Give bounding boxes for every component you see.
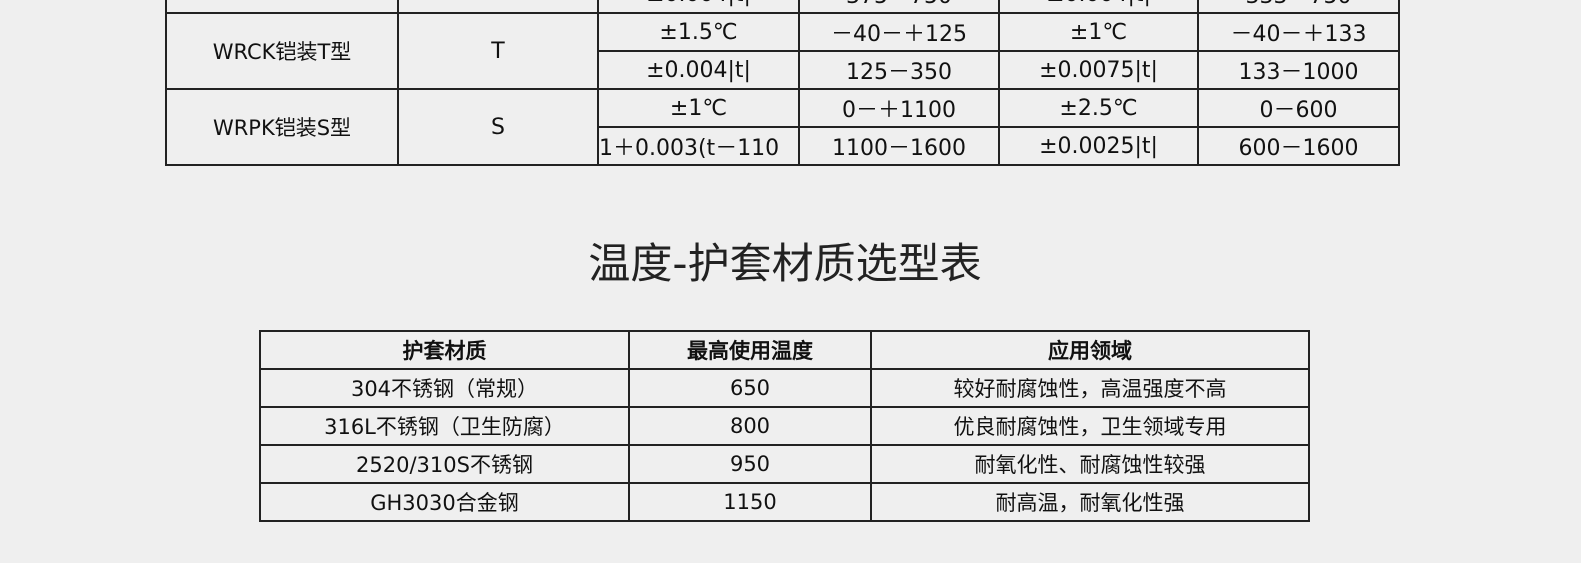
- code-cell: S: [397, 88, 599, 166]
- table-row: WRCK铠装T型 T ±1.5℃ －40－＋125 ±1℃ －40－＋133: [165, 12, 1400, 90]
- max-temp-cell: 650: [628, 368, 872, 408]
- tolerance-cell: ±0.004|t|: [998, 0, 1199, 14]
- material-cell: 2520/310S不锈钢: [259, 444, 630, 484]
- range-cell: 1100－1600: [798, 126, 1000, 166]
- tolerance-cell: ±1℃: [998, 12, 1199, 52]
- table-row: 1＋0.003(t－110 1100－1600 ±0.0025|t| 600－1…: [166, 126, 1400, 166]
- table-row: GH3030合金钢 1150 耐高温，耐氧化性强: [259, 482, 1310, 522]
- type-name-cell: [165, 0, 399, 14]
- tolerance-cell: 1＋0.003(t－110: [597, 126, 800, 166]
- table-row: ±0.004|t| 125－350 ±0.0075|t| 133－1000: [166, 50, 1400, 90]
- tolerance-cell: ±1.5℃: [597, 12, 800, 52]
- table-row: ±0.004|t| 375－750 ±0.004|t| 333－750: [165, 0, 1400, 14]
- range-cell: 133－1000: [1197, 50, 1400, 90]
- tolerance-cell: ±0.0025|t|: [998, 126, 1199, 166]
- section-title: 温度-护套材质选型表: [588, 239, 982, 288]
- table-header-row: 护套材质 最高使用温度 应用领域: [259, 330, 1310, 370]
- material-cell: 304不锈钢（常规）: [259, 368, 630, 408]
- range-cell: 375－750: [798, 0, 1000, 14]
- table-row: 316L不锈钢（卫生防腐） 800 优良耐腐蚀性，卫生领域专用: [259, 406, 1310, 446]
- application-cell: 较好耐腐蚀性，高温强度不高: [870, 368, 1310, 408]
- tolerance-cell: ±0.0075|t|: [998, 50, 1199, 90]
- type-name-cell: WRPK铠装S型: [165, 88, 399, 166]
- table-row: 2520/310S不锈钢 950 耐氧化性、耐腐蚀性较强: [259, 444, 1310, 484]
- max-temp-cell: 950: [628, 444, 872, 484]
- application-cell: 耐高温，耐氧化性强: [870, 482, 1310, 522]
- tolerance-cell: ±0.004|t|: [597, 0, 800, 14]
- column-header: 最高使用温度: [628, 330, 872, 370]
- table-row: WRPK铠装S型 S ±1℃ 0－＋1100 ±2.5℃ 0－600: [165, 88, 1400, 166]
- application-cell: 耐氧化性、耐腐蚀性较强: [870, 444, 1310, 484]
- table-row: 304不锈钢（常规） 650 较好耐腐蚀性，高温强度不高: [259, 368, 1310, 408]
- type-name-cell: WRCK铠装T型: [165, 12, 399, 90]
- range-cell: 333－750: [1197, 0, 1400, 14]
- max-temp-cell: 800: [628, 406, 872, 446]
- max-temp-cell: 1150: [628, 482, 872, 522]
- range-cell: 125－350: [798, 50, 1000, 90]
- column-header: 应用领域: [870, 330, 1310, 370]
- range-cell: 600－1600: [1197, 126, 1400, 166]
- tolerance-cell: ±1℃: [597, 88, 800, 128]
- range-cell: －40－＋133: [1197, 12, 1400, 52]
- code-cell: [397, 0, 599, 14]
- range-cell: 0－＋1100: [798, 88, 1000, 128]
- range-cell: 0－600: [1197, 88, 1400, 128]
- application-cell: 优良耐腐蚀性，卫生领域专用: [870, 406, 1310, 446]
- tolerance-cell: ±2.5℃: [998, 88, 1199, 128]
- tolerance-cell: ±0.004|t|: [597, 50, 800, 90]
- sheath-material-table: 护套材质 最高使用温度 应用领域 304不锈钢（常规） 650 较好耐腐蚀性，高…: [259, 330, 1310, 522]
- material-cell: 316L不锈钢（卫生防腐）: [259, 406, 630, 446]
- material-cell: GH3030合金钢: [259, 482, 630, 522]
- column-header: 护套材质: [259, 330, 630, 370]
- thermocouple-accuracy-table: ±0.004|t| 375－750 ±0.004|t| 333－750 WRCK…: [165, 0, 1400, 166]
- code-cell: T: [397, 12, 599, 90]
- range-cell: －40－＋125: [798, 12, 1000, 52]
